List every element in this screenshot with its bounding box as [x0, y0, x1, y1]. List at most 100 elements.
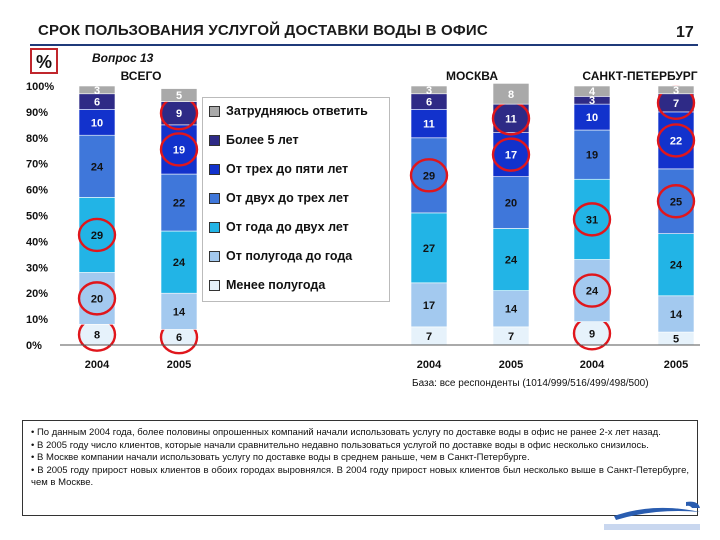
highlight-circle — [409, 158, 449, 193]
bar-segment — [410, 109, 448, 139]
group-label: МОСКВА — [446, 69, 498, 83]
highlight-circle — [656, 123, 696, 158]
y-tick-label: 80% — [26, 133, 48, 145]
highlight-circle — [77, 217, 117, 253]
question-label: Вопрос 13 — [92, 51, 154, 65]
y-tick-label: 10% — [26, 314, 48, 326]
findings-box: • По данным 2004 года, более половины оп… — [22, 420, 698, 516]
slide-title: СРОК ПОЛЬЗОВАНИЯ УСЛУГОЙ ДОСТАВКИ ВОДЫ В… — [38, 22, 488, 39]
data-label: 29 — [423, 170, 435, 182]
legend-label: От года до двух лет — [226, 220, 349, 234]
data-label: 9 — [176, 108, 182, 120]
legend-swatch — [209, 134, 220, 146]
data-label: 10 — [91, 117, 103, 129]
highlight-circle — [77, 281, 117, 316]
y-tick-label: 0% — [26, 340, 42, 352]
data-label: 20 — [91, 293, 103, 305]
y-tick-label: 50% — [26, 211, 48, 223]
data-label: 20 — [505, 198, 517, 210]
x-tick-label: 2004 — [580, 359, 605, 371]
bar-segment — [410, 282, 448, 328]
legend-label: Более 5 лет — [226, 133, 299, 147]
bar-segment — [160, 230, 198, 294]
x-tick-label: 2005 — [167, 359, 191, 371]
data-label: 14 — [505, 304, 518, 316]
legend-label: От двух до трех лет — [226, 191, 349, 205]
bar-segment — [160, 292, 198, 330]
data-label: 11 — [505, 113, 517, 125]
data-label: 14 — [670, 309, 683, 321]
y-tick-label: 70% — [26, 159, 48, 171]
x-tick-label: 2005 — [499, 359, 523, 371]
legend-label: От полугода до года — [226, 249, 353, 263]
base-note: База: все респонденты (1014/999/516/499/… — [412, 378, 649, 389]
x-tick-label: 2004 — [417, 359, 442, 371]
highlight-circle — [572, 273, 612, 308]
data-label: 14 — [173, 306, 186, 318]
legend-label: Затрудняюсь ответить — [226, 104, 368, 118]
data-label: 29 — [91, 230, 103, 242]
bar-segment — [78, 85, 116, 95]
data-label: 24 — [173, 257, 186, 269]
highlight-circle — [572, 202, 612, 237]
legend-label: Менее полугода — [226, 278, 326, 292]
x-tick-label: 2004 — [85, 359, 110, 371]
data-label: 22 — [173, 198, 185, 210]
y-tick-label: 30% — [26, 262, 48, 274]
highlight-circle — [656, 184, 696, 219]
finding-4: • В 2005 году прирост новых клиентов в о… — [31, 464, 689, 489]
legend-item: Затрудняюсь ответить — [209, 104, 368, 118]
data-label: 8 — [94, 330, 100, 342]
legend-label: От трех до пяти лет — [226, 162, 349, 176]
data-label: 24 — [586, 286, 599, 298]
legend-swatch — [209, 163, 220, 175]
title-divider — [30, 44, 698, 46]
finding-1: • По данным 2004 года, более половины оп… — [31, 427, 661, 438]
data-label: 6 — [426, 97, 432, 109]
bar-segment — [492, 228, 530, 291]
legend-item: От двух до трех лет — [209, 191, 349, 205]
data-label: 24 — [91, 161, 104, 173]
bar-segment — [492, 132, 530, 177]
data-label: 9 — [589, 328, 595, 340]
company-logo-icon — [604, 501, 700, 530]
data-label: 24 — [505, 255, 518, 267]
legend-swatch — [209, 279, 220, 291]
legend-item: От года до двух лет — [209, 220, 349, 234]
highlight-circle — [491, 137, 531, 172]
data-label: 24 — [670, 260, 683, 272]
y-tick-label: 60% — [26, 185, 48, 197]
data-label: 3 — [426, 85, 432, 97]
data-label: 3 — [589, 95, 595, 107]
data-label: 7 — [673, 98, 679, 110]
data-label: 6 — [94, 97, 100, 109]
finding-2: • В 2005 году число клиентов, которые на… — [31, 439, 649, 451]
data-label: 3 — [94, 85, 100, 97]
group-label: ВСЕГО — [121, 69, 162, 83]
data-label: 5 — [176, 90, 182, 102]
bar-segment — [657, 295, 695, 333]
legend-swatch — [209, 105, 220, 117]
data-label: 8 — [508, 89, 514, 101]
data-label: 17 — [423, 300, 435, 312]
data-label: 10 — [586, 112, 598, 124]
bar-segment — [410, 212, 448, 284]
group-label: САНКТ-ПЕТЕРБУРГ — [582, 69, 697, 83]
legend-swatch — [209, 250, 220, 262]
data-label: 7 — [508, 331, 514, 343]
y-tick-label: 90% — [26, 107, 48, 119]
bar-segment — [160, 88, 198, 102]
legend-swatch — [209, 192, 220, 204]
chart-legend: Затрудняюсь ответить Более 5 лет От трех д… — [202, 97, 390, 302]
data-label: 31 — [586, 214, 598, 226]
data-label: 17 — [505, 150, 517, 162]
data-label: 5 — [673, 334, 679, 346]
bar-segment — [573, 103, 611, 131]
data-label: 27 — [423, 243, 435, 255]
bar-segment — [410, 85, 448, 95]
y-tick-label: 100% — [26, 81, 54, 93]
data-label: 4 — [589, 86, 596, 98]
data-label: 22 — [670, 135, 682, 147]
data-label: 11 — [423, 119, 435, 131]
data-label: 3 — [673, 85, 679, 97]
